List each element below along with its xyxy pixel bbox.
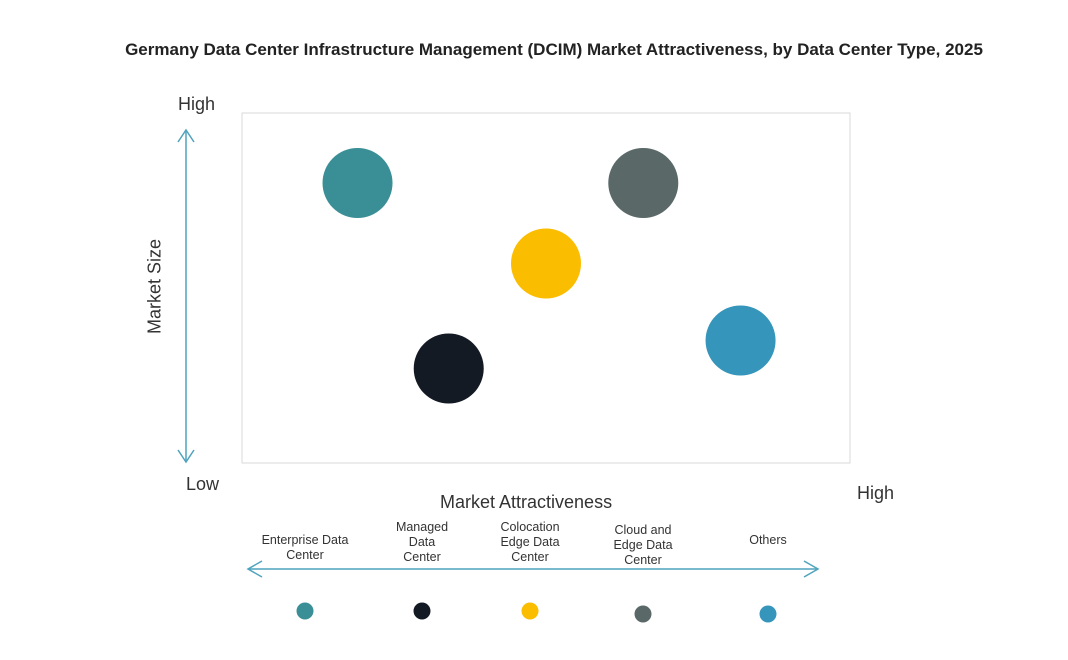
legend-dot-1 xyxy=(413,602,431,620)
chart-title: Germany Data Center Infrastructure Manag… xyxy=(125,40,983,59)
legend-label-2: Colocation Edge Data Center xyxy=(500,519,560,564)
y-axis-arrow xyxy=(177,128,195,464)
legend-dot-0 xyxy=(296,602,314,620)
x-axis-label: Market Attractiveness xyxy=(440,492,613,512)
bubble-4 xyxy=(705,305,776,376)
legend-dot-3 xyxy=(634,605,652,623)
bubble-2 xyxy=(511,228,581,299)
legend-label-3: Cloud and Edge Data Center xyxy=(613,522,673,567)
x-high-label: High xyxy=(857,483,895,503)
legend-dot-2 xyxy=(521,602,539,620)
bubble-3 xyxy=(608,148,679,218)
legend-arrow xyxy=(246,560,820,578)
bubble-0 xyxy=(322,148,393,218)
legend-dot-4 xyxy=(759,605,777,623)
x-low-label: Low xyxy=(186,474,220,494)
legend-label-4: Others xyxy=(749,532,787,547)
legend-label-1: Managed Data Center xyxy=(395,519,449,564)
legend-label-0: Enterprise Data Center xyxy=(261,533,349,562)
y-high-label: High xyxy=(178,94,216,114)
bubble-1 xyxy=(413,333,484,404)
